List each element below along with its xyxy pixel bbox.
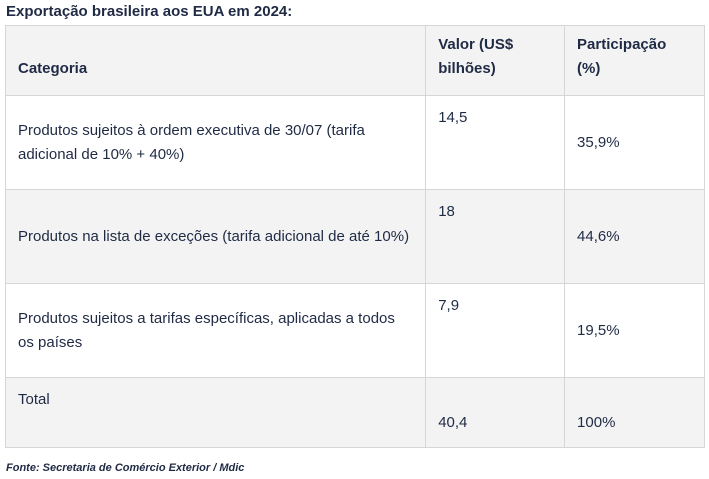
cell-share: 19,5% bbox=[564, 283, 705, 378]
table-row: Produtos sujeitos a tarifas específicas,… bbox=[4, 283, 705, 378]
table-header-row: Categoria Valor (US$ bilhões) Participaç… bbox=[4, 25, 705, 96]
cell-value: 7,9 bbox=[425, 283, 566, 378]
table-total-row: Total 40,4 100% bbox=[4, 377, 705, 448]
cell-value: 14,5 bbox=[425, 95, 566, 190]
cell-category: Produtos sujeitos a tarifas específicas,… bbox=[4, 283, 427, 378]
table-row: Produtos sujeitos à ordem executiva de 3… bbox=[4, 95, 705, 190]
cell-share: 35,9% bbox=[564, 95, 705, 190]
cell-category: Produtos sujeitos à ordem executiva de 3… bbox=[4, 95, 427, 190]
header-share: Participação (%) bbox=[564, 25, 705, 96]
total-share: 100% bbox=[564, 377, 705, 448]
header-value: Valor (US$ bilhões) bbox=[425, 25, 566, 96]
cell-category: Produtos na lista de exceções (tarifa ad… bbox=[4, 189, 427, 284]
header-category: Categoria bbox=[4, 25, 427, 96]
cell-value: 18 bbox=[425, 189, 566, 284]
table-row: Produtos na lista de exceções (tarifa ad… bbox=[4, 189, 705, 284]
table-title: Exportação brasileira aos EUA em 2024: bbox=[6, 3, 293, 20]
total-label: Total bbox=[4, 377, 427, 448]
export-table: Categoria Valor (US$ bilhões) Participaç… bbox=[4, 25, 705, 448]
total-value: 40,4 bbox=[425, 377, 566, 448]
source-note: Fonte: Secretaria de Comércio Exterior /… bbox=[6, 462, 245, 474]
cell-share: 44,6% bbox=[564, 189, 705, 284]
